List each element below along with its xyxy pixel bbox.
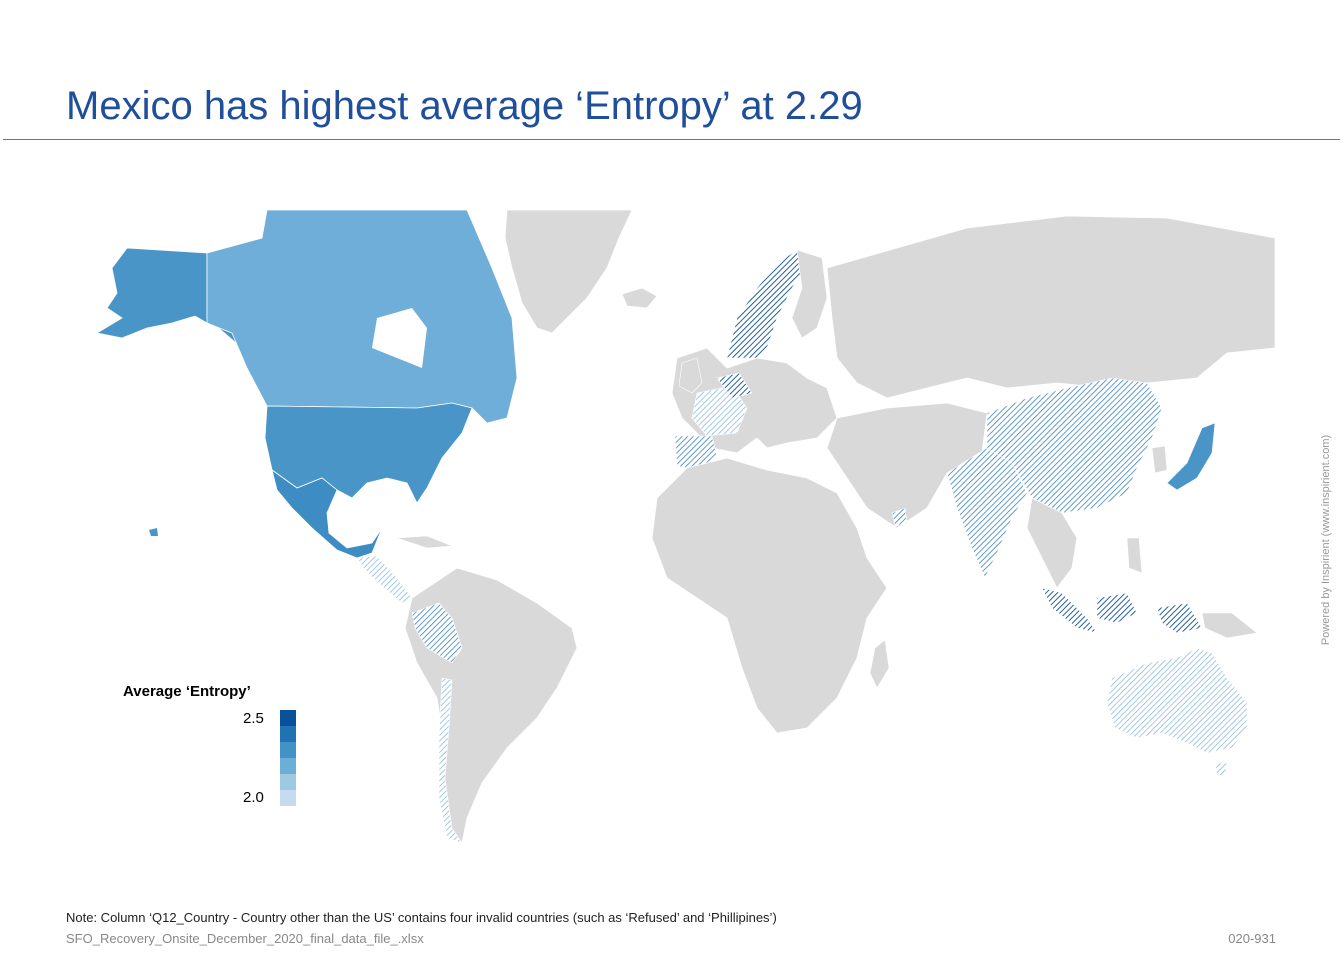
country-mexico (271, 469, 383, 559)
country-scandinavia (726, 249, 808, 359)
country-china (986, 377, 1163, 514)
legend-swatch (280, 758, 296, 774)
southeast-asia (1026, 497, 1078, 589)
country-indonesia-west (1041, 587, 1098, 634)
middle-east (826, 402, 988, 529)
country-finland (791, 249, 828, 339)
africa (651, 457, 888, 734)
country-uk (678, 357, 703, 394)
hudson-bay (372, 308, 427, 368)
legend-swatch (280, 790, 296, 806)
title-divider (3, 139, 1340, 140)
country-japan (1166, 422, 1216, 491)
legend-swatch (280, 710, 296, 726)
slide-number: 020-931 (1228, 931, 1276, 946)
legend-swatch (280, 774, 296, 790)
legend-swatch (280, 742, 296, 758)
madagascar (869, 639, 890, 689)
country-indonesia-central (1096, 592, 1138, 624)
country-korea (1151, 445, 1168, 474)
greenland (504, 209, 633, 334)
caribbean (396, 535, 453, 549)
country-chile (438, 677, 463, 844)
country-uae (891, 507, 908, 527)
central-america (356, 555, 413, 604)
russia (826, 215, 1275, 399)
legend-title: Average ‘Entropy’ (123, 683, 251, 700)
country-canada (206, 209, 518, 424)
iceland (621, 287, 658, 309)
world-map (95, 209, 1275, 844)
country-netherlands (716, 372, 753, 399)
powered-by-label: Powered by Inspirient (www.inspirient.co… (1320, 434, 1332, 646)
legend-max-label: 2.5 (243, 710, 264, 727)
tasmania (1214, 762, 1228, 777)
legend-swatch (280, 726, 296, 742)
source-file: SFO_Recovery_Onsite_December_2020_final_… (66, 931, 424, 946)
country-peru (411, 602, 463, 664)
legend-min-label: 2.0 (243, 789, 264, 806)
papua-new-guinea (1201, 612, 1258, 639)
country-australia (1106, 647, 1248, 754)
country-indonesia-east (1156, 602, 1203, 634)
page-title: Mexico has highest average ‘Entropy’ at … (66, 84, 863, 128)
hawaii (149, 528, 158, 536)
footnote: Note: Column ‘Q12_Country - Country othe… (66, 910, 777, 925)
legend-color-scale (280, 710, 296, 806)
philippines (1126, 537, 1143, 574)
